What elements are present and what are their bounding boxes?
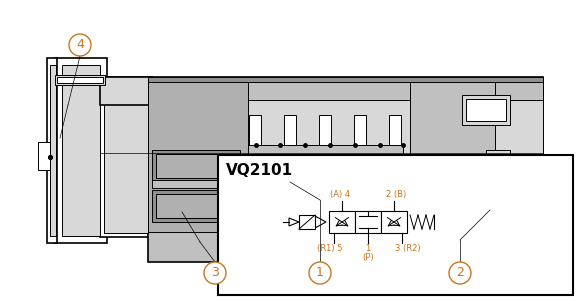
Text: 1: 1 bbox=[366, 244, 371, 253]
Bar bbox=[445, 179, 483, 217]
Text: 3 (R2): 3 (R2) bbox=[395, 244, 421, 253]
Circle shape bbox=[449, 262, 471, 284]
Bar bbox=[148, 77, 543, 100]
Polygon shape bbox=[289, 218, 299, 226]
Bar bbox=[148, 77, 543, 262]
Bar bbox=[152, 190, 240, 222]
Circle shape bbox=[309, 262, 331, 284]
Bar bbox=[152, 180, 240, 188]
Bar bbox=[317, 175, 333, 190]
Bar bbox=[47, 58, 57, 243]
Bar bbox=[100, 77, 152, 237]
Text: (R1) 5: (R1) 5 bbox=[317, 244, 343, 253]
Bar bbox=[299, 215, 315, 229]
Bar bbox=[490, 154, 506, 176]
Bar bbox=[148, 77, 543, 82]
Bar bbox=[248, 210, 262, 260]
Text: 2 (B): 2 (B) bbox=[386, 190, 406, 199]
Text: (A) 4: (A) 4 bbox=[330, 190, 350, 199]
Bar bbox=[462, 95, 510, 125]
Bar bbox=[148, 77, 543, 160]
Text: VQ2101: VQ2101 bbox=[226, 163, 293, 178]
Bar bbox=[329, 211, 355, 233]
Bar bbox=[148, 77, 248, 232]
Bar bbox=[62, 65, 100, 236]
Bar bbox=[284, 115, 296, 145]
Bar bbox=[347, 175, 363, 190]
Bar bbox=[283, 210, 297, 260]
Circle shape bbox=[69, 34, 91, 56]
Bar bbox=[315, 207, 335, 262]
Bar bbox=[55, 75, 105, 85]
Bar bbox=[57, 77, 103, 83]
Bar bbox=[38, 142, 50, 170]
Bar bbox=[287, 175, 303, 190]
Bar bbox=[257, 175, 273, 190]
Bar bbox=[319, 115, 331, 145]
Bar bbox=[486, 150, 510, 180]
Bar bbox=[466, 99, 506, 121]
Bar bbox=[248, 145, 403, 210]
Bar bbox=[152, 150, 240, 182]
Bar bbox=[156, 194, 236, 218]
Bar bbox=[389, 115, 401, 145]
Text: 2: 2 bbox=[456, 266, 464, 280]
Bar bbox=[50, 65, 56, 236]
Bar bbox=[156, 154, 236, 178]
Bar bbox=[355, 211, 381, 233]
Bar bbox=[381, 211, 407, 233]
Bar bbox=[350, 207, 370, 262]
Text: (P): (P) bbox=[362, 253, 374, 262]
Bar bbox=[104, 81, 148, 233]
Text: 4: 4 bbox=[76, 38, 84, 52]
Bar bbox=[280, 207, 300, 262]
Bar bbox=[410, 77, 495, 232]
Bar bbox=[245, 207, 265, 262]
Text: 3: 3 bbox=[211, 266, 219, 280]
Polygon shape bbox=[315, 216, 326, 228]
Bar bbox=[440, 174, 488, 222]
Bar bbox=[55, 58, 107, 243]
Bar bbox=[100, 77, 152, 105]
Bar bbox=[354, 115, 366, 145]
Bar bbox=[249, 115, 261, 145]
Text: 1: 1 bbox=[316, 266, 324, 280]
Bar bbox=[218, 155, 573, 295]
Circle shape bbox=[204, 262, 226, 284]
Bar bbox=[353, 210, 367, 260]
Bar bbox=[377, 175, 393, 190]
Bar bbox=[318, 210, 332, 260]
